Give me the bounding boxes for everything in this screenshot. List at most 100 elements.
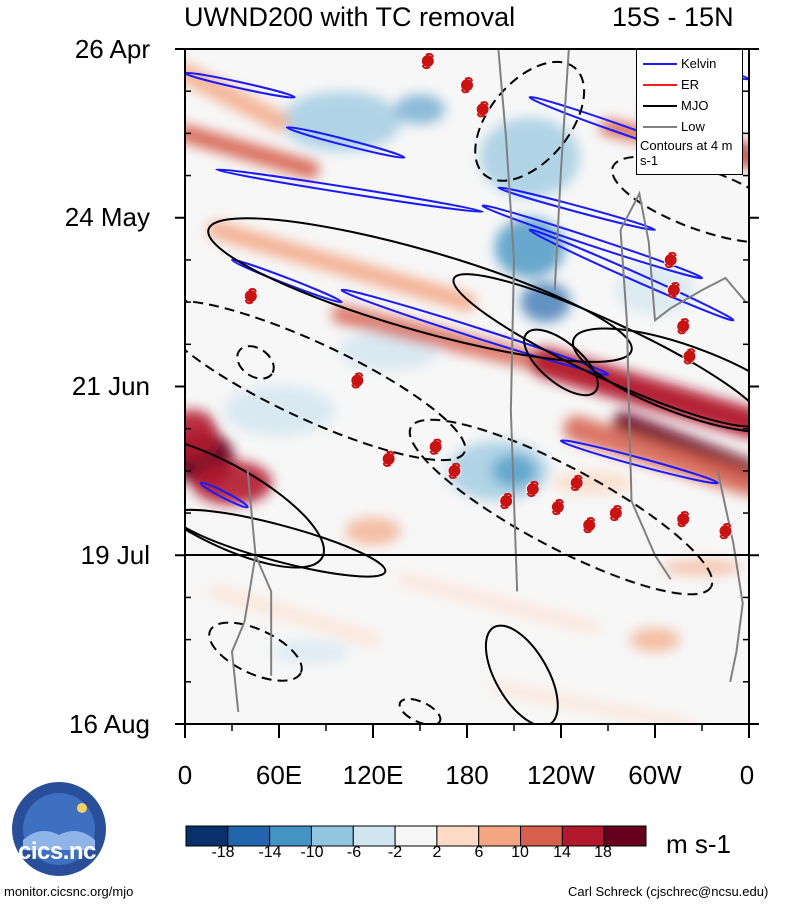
- colorbar-label: 2: [432, 844, 442, 861]
- mjo-contour-negative: [611, 155, 749, 244]
- legend-item-er: ER: [641, 77, 741, 93]
- kelvin-contour: [215, 168, 484, 213]
- anomaly-blob: [345, 517, 401, 546]
- tc-marker: [475, 101, 490, 118]
- tc-marker: [350, 372, 365, 389]
- tc-marker-arm: [570, 474, 583, 492]
- x-tick-label: 0: [739, 760, 755, 790]
- tc-marker: [608, 504, 623, 522]
- tc-marker-arm: [609, 504, 622, 522]
- x-tick-label: 0: [177, 760, 193, 790]
- tc-marker: [447, 462, 462, 479]
- anomaly-blob: [662, 559, 742, 576]
- tc-marker-arm: [719, 523, 732, 540]
- colorbar-label: 14: [553, 844, 571, 861]
- tc-marker: [676, 318, 691, 335]
- legend-label: ER: [681, 77, 700, 92]
- mjo-contour-negative: [236, 345, 275, 380]
- mjo-contour-negative: [185, 299, 467, 462]
- field-blobs: [185, 63, 749, 724]
- x-tick-label: 60W: [628, 760, 682, 790]
- colorbar-swatch: [227, 825, 271, 847]
- colorbar-swatch: [394, 825, 438, 847]
- legend-label: Low: [681, 119, 705, 134]
- logo-text: cics.nc: [18, 838, 96, 865]
- tc-marker: [525, 480, 540, 498]
- anomaly-band: [397, 572, 600, 635]
- tc-marker-arm: [429, 438, 442, 455]
- x-tick-label: 60E: [255, 760, 303, 790]
- footer-author: Carl Schreck (cjschrec@ncsu.edu): [568, 884, 769, 899]
- colorbar-label: 10: [511, 844, 529, 861]
- legend-item-low: Low: [641, 119, 741, 135]
- colorbar-label: -10: [300, 844, 324, 861]
- kelvin-contour: [481, 204, 704, 280]
- colorbar: [185, 825, 647, 847]
- anomaly-band: [185, 63, 289, 132]
- tc-marker-arm: [683, 348, 696, 365]
- tc-marker: [381, 450, 396, 467]
- anomaly-blob: [395, 94, 445, 125]
- tc-marker-arm: [526, 480, 539, 498]
- anomaly-blob: [192, 460, 272, 505]
- legend: Kelvin ER MJO Low Contours at 4 m s-1: [636, 49, 743, 175]
- x-tick-label: 120E: [342, 760, 404, 790]
- tc-marker-arm: [551, 498, 564, 516]
- legend-item-kelvin: Kelvin: [641, 56, 741, 72]
- kelvin-contour: [199, 481, 249, 509]
- tc-marker: [718, 523, 733, 540]
- kelvin-contour: [340, 288, 610, 376]
- legend-label: Kelvin: [681, 56, 717, 71]
- anomaly-blob: [479, 117, 580, 198]
- y-tick-label: 26 Apr: [74, 34, 150, 64]
- colorbar-label: 18: [594, 844, 612, 861]
- cicsnc-logo: [12, 782, 106, 876]
- x-tick-label: 120W: [527, 760, 595, 790]
- anomaly-band: [185, 124, 320, 179]
- y-tick-label: 19 Jul: [80, 540, 150, 570]
- mjo-contour-negative: [398, 697, 442, 724]
- kelvin-contour: [559, 439, 719, 485]
- low-contour: [497, 49, 519, 592]
- tc-marker-arm: [677, 510, 690, 528]
- colorbar-swatch: [603, 825, 647, 847]
- anomaly-band: [491, 680, 694, 724]
- tc-marker-arm: [667, 281, 680, 299]
- mjo-contour: [571, 327, 749, 434]
- legend-swatch: [643, 63, 677, 65]
- anomaly-band: [530, 347, 749, 438]
- anomaly-band: [207, 220, 476, 312]
- tc-marker-arm: [476, 101, 489, 118]
- mjo-contour: [185, 433, 325, 569]
- tc-marker: [666, 281, 681, 299]
- anomaly-blob: [224, 385, 334, 436]
- kelvin-contour: [497, 186, 657, 232]
- anomaly-blob: [552, 470, 633, 495]
- mjo-contour-negative: [208, 621, 303, 682]
- kelvin-contour: [230, 258, 343, 304]
- colorbar-label: -6: [346, 844, 362, 861]
- colorbar-label: 6: [474, 844, 484, 861]
- tc-marker: [676, 510, 691, 528]
- tc-marker-arm: [244, 287, 257, 305]
- tc-marker-arm: [421, 52, 434, 70]
- tc-marker: [582, 516, 597, 534]
- tc-marker-arm: [382, 450, 395, 467]
- anomaly-blob: [492, 454, 536, 487]
- low-contour: [619, 190, 747, 323]
- axis-ticks: [175, 48, 759, 738]
- y-tick-label: 21 Jun: [71, 371, 150, 401]
- colorbar-units: m s-1: [666, 829, 731, 859]
- tc-marker: [460, 77, 474, 94]
- anomaly-blob: [520, 282, 571, 323]
- colorbar-label: -14: [258, 844, 282, 861]
- colorbar-label: -2: [387, 844, 403, 861]
- colorbar-swatch: [269, 825, 312, 847]
- colorbar-swatch: [520, 825, 563, 847]
- tc-marker: [499, 492, 514, 510]
- low-contour: [230, 470, 257, 713]
- tc-marker: [420, 52, 435, 70]
- colorbar-swatch: [310, 825, 354, 847]
- mjo-contour: [207, 217, 633, 363]
- anomaly-blob: [494, 217, 565, 278]
